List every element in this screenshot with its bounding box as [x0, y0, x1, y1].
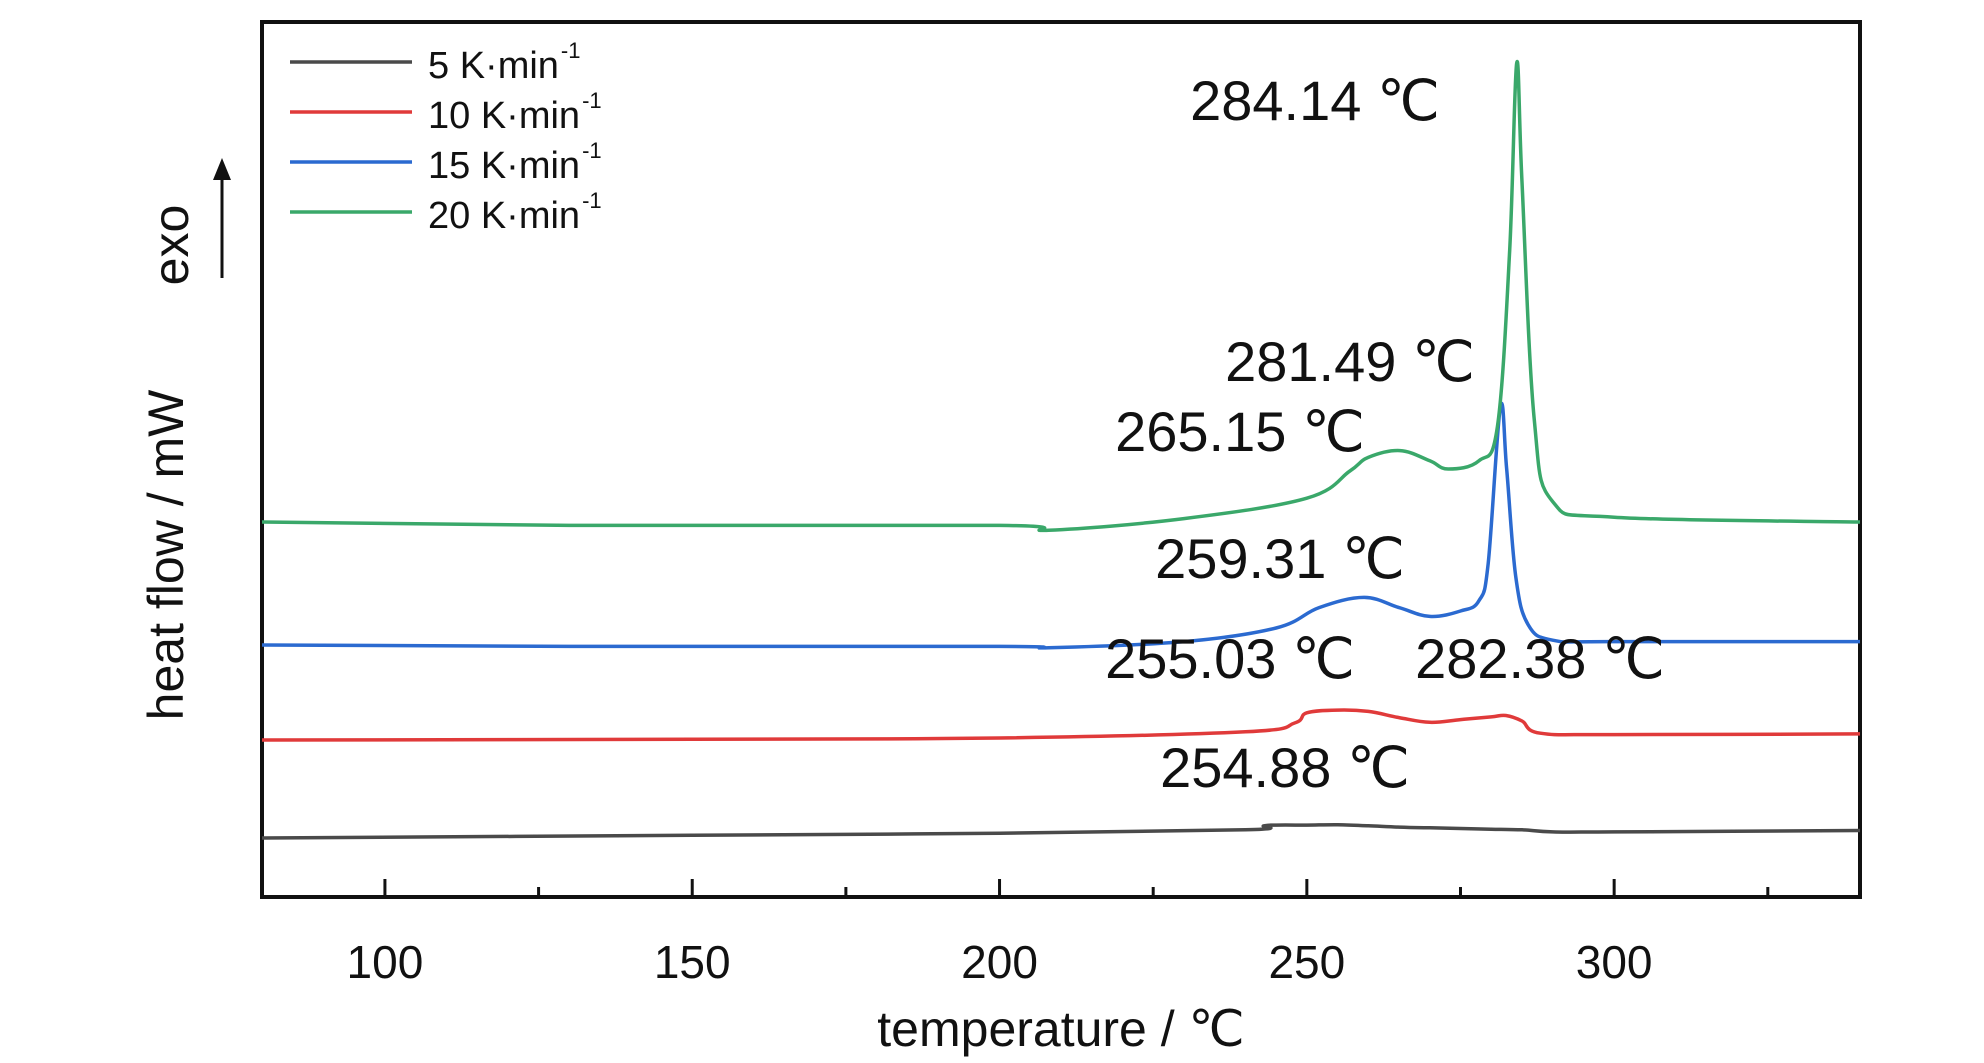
x-axis-ticks: [383, 879, 1770, 897]
x-tick-label-100: 100: [347, 936, 424, 988]
series-line-3: [261, 401, 1861, 650]
series-lines: [261, 59, 1861, 840]
x-tick-label-150: 150: [654, 936, 731, 988]
plot-frame: [260, 20, 1862, 899]
legend-superscript-4: -1: [582, 188, 602, 213]
annotation-3: 265.15 ℃: [1115, 400, 1365, 463]
legend: 5 K·min -110 K·min -115 K·min -120 K·min -1: [290, 38, 602, 237]
y-axis-label: heat flow / mW: [138, 389, 194, 720]
annotation-6: 282.38 ℃: [1415, 627, 1665, 690]
exo-indicator: exo: [143, 158, 231, 285]
legend-superscript-2: -1: [582, 88, 602, 113]
legend-label-3: 15 K·min: [428, 145, 580, 187]
x-tick-label-200: 200: [961, 936, 1038, 988]
legend-superscript-3: -1: [582, 138, 602, 163]
annotation-1: 284.14 ℃: [1190, 69, 1440, 132]
peak-annotations: 284.14 ℃ 281.49 ℃ 265.15 ℃ 259.31 ℃ 255.03 ℃…: [1105, 69, 1665, 799]
annotation-4: 259.31 ℃: [1155, 527, 1405, 590]
legend-label-1: 5 K·min: [428, 45, 559, 87]
exo-arrow-head: [213, 158, 231, 180]
annotation-7: 254.88 ℃: [1160, 736, 1410, 799]
x-axis-tick-labels: 100 150 200 250 300: [347, 936, 1653, 988]
annotation-2: 281.49 ℃: [1225, 330, 1475, 393]
legend-superscript-1: -1: [561, 38, 581, 63]
x-tick-label-250: 250: [1268, 936, 1345, 988]
legend-label-2: 10 K·min: [428, 95, 580, 137]
annotation-5: 255.03 ℃: [1105, 627, 1355, 690]
legend-label-4: 20 K·min: [428, 195, 580, 237]
series-line-1: [261, 822, 1861, 840]
x-axis-label: temperature / ℃: [877, 1001, 1244, 1057]
series-line-2: [261, 708, 1861, 742]
series-line-4: [261, 59, 1861, 533]
exo-label: exo: [143, 205, 199, 286]
x-tick-label-300: 300: [1576, 936, 1653, 988]
